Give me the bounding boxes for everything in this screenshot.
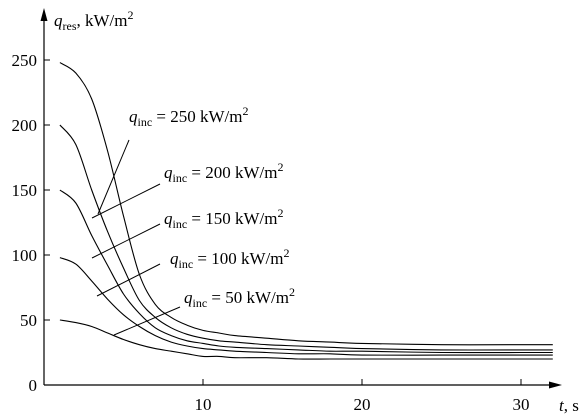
series-line-1 (59, 62, 553, 346)
annotation-symbol: q (129, 107, 138, 126)
series-line-4 (59, 257, 553, 356)
x-axis-title-unit: , s (564, 396, 579, 415)
x-tick-label: 30 (513, 395, 530, 414)
x-axis-arrow (549, 381, 562, 389)
annotation-text: = 50 kW/m (207, 288, 289, 307)
annotation-sub: inc (179, 257, 194, 271)
series-group (59, 62, 553, 360)
series-line-3 (59, 189, 553, 354)
annotation-sub: inc (173, 171, 188, 185)
y-tick-label: 50 (20, 311, 37, 330)
annotation-symbol: q (170, 249, 179, 268)
annotation-sup: 2 (278, 160, 284, 174)
x-axis-title: t, s (559, 396, 579, 415)
series-annotation: qinc = 50 kW/m2 (184, 285, 295, 310)
annotation-sup: 2 (278, 206, 284, 220)
series-annotation: qinc = 150 kW/m2 (164, 206, 284, 231)
annotation-sub: inc (173, 217, 188, 231)
x-tick-label: 10 (195, 395, 212, 414)
y-axis-title: qres, kW/m2 (54, 8, 134, 33)
annotation-sup: 2 (289, 285, 295, 299)
y-tick-label: 0 (29, 376, 38, 395)
annotation-leader (96, 263, 161, 297)
annotation-sup: 2 (284, 246, 290, 260)
annotation-leader (97, 139, 130, 215)
y-axis-title-sub: res (63, 19, 77, 33)
annotation-sub: inc (138, 115, 153, 129)
annotation-leader (91, 223, 161, 259)
annotation-symbol: q (184, 288, 193, 307)
x-axis-title-symbol: t (559, 396, 565, 415)
y-axis-title-symbol: q (54, 11, 63, 30)
series-line-2 (59, 124, 553, 351)
annotation-leader (113, 306, 181, 336)
axes (40, 8, 562, 389)
series-annotation: qinc = 200 kW/m2 (164, 160, 284, 185)
annotation-symbol: q (164, 163, 173, 182)
y-axis-title-unit: , kW/m (77, 11, 128, 30)
annotation-leader (91, 183, 161, 219)
series-annotation: qinc = 250 kW/m2 (129, 104, 249, 129)
y-axis-title-sup: 2 (128, 8, 134, 22)
annotation-sub: inc (193, 296, 208, 310)
annotation-sup: 2 (243, 104, 249, 118)
annotation-text: = 200 kW/m (187, 163, 277, 182)
y-tick-label: 100 (12, 246, 38, 265)
annotation-text: = 100 kW/m (193, 249, 283, 268)
y-tick-label: 150 (12, 181, 38, 200)
y-tick-label: 200 (12, 116, 38, 135)
y-tick-label: 250 (12, 51, 38, 70)
series-line-5 (59, 319, 553, 360)
y-ticks: 0 50 100 150 200 250 (12, 51, 50, 395)
y-axis-arrow (40, 8, 48, 21)
annotation-symbol: q (164, 209, 173, 228)
series-annotation: qinc = 100 kW/m2 (170, 246, 290, 271)
x-tick-label: 20 (354, 395, 371, 414)
x-ticks: 10 20 30 (195, 379, 530, 414)
annotation-text: = 150 kW/m (187, 209, 277, 228)
annotation-text: = 250 kW/m (152, 107, 242, 126)
